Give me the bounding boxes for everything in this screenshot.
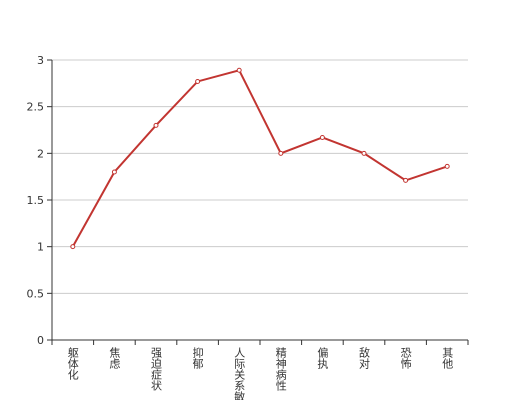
x-tick-label: 焦虑 bbox=[108, 347, 121, 369]
point bbox=[278, 150, 284, 156]
point bbox=[153, 122, 159, 128]
point bbox=[444, 163, 450, 169]
line bbox=[71, 69, 448, 248]
y-tick-label: 2 bbox=[37, 147, 44, 160]
point bbox=[236, 67, 242, 73]
point bbox=[111, 169, 117, 175]
y-tick-label: 3 bbox=[37, 54, 44, 67]
point bbox=[70, 244, 76, 250]
y-tick-label: 1 bbox=[37, 241, 44, 254]
y-tick-label: 0 bbox=[37, 334, 44, 347]
point bbox=[195, 78, 201, 84]
x-tick-label: 躯体化 bbox=[66, 347, 79, 381]
x-tick-label: 强迫症状 bbox=[150, 347, 163, 391]
x-tick-label: 人际关系敏感 bbox=[233, 347, 246, 400]
point bbox=[319, 134, 325, 140]
y-tick-label: 0.5 bbox=[27, 287, 45, 300]
point bbox=[361, 150, 367, 156]
y-tick-label: 2.5 bbox=[27, 101, 45, 114]
x-tick-label: 敌对 bbox=[358, 346, 371, 369]
x-tick-label: 偏执 bbox=[316, 346, 329, 370]
x-tick-label: 精神病性 bbox=[274, 347, 287, 392]
y-tick-label: 1.5 bbox=[27, 194, 45, 207]
x-tick-label: 抑郁 bbox=[191, 346, 204, 369]
x-tick-label: 恐怖 bbox=[399, 347, 412, 369]
point bbox=[403, 177, 409, 183]
x-tick-label: 其他 bbox=[441, 347, 454, 369]
